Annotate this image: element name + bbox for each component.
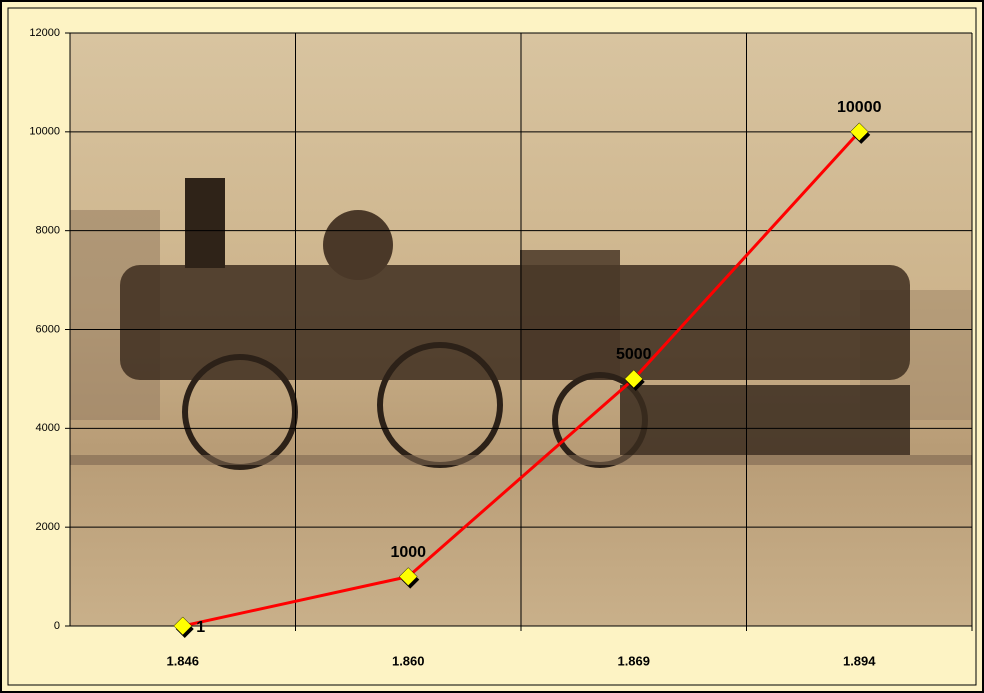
y-tick-label: 0 — [54, 620, 60, 632]
y-tick-label: 10000 — [29, 126, 60, 138]
y-tick-label: 4000 — [36, 422, 60, 434]
data-label: 1000 — [390, 544, 426, 561]
x-tick-label: 1.860 — [392, 653, 425, 668]
y-tick-label: 6000 — [36, 323, 60, 335]
x-tick-label: 1.846 — [166, 653, 199, 668]
y-tick-label: 12000 — [29, 27, 60, 39]
chart: 0 2000 4000 6000 8000 10000 12000 1.846 1.860 1.8… — [0, 0, 984, 693]
y-tick-label: 8000 — [36, 225, 60, 237]
data-label: 1 — [196, 619, 205, 636]
data-label: 10000 — [837, 99, 882, 116]
x-tick-label: 1.869 — [617, 653, 650, 668]
y-tick-label: 2000 — [36, 521, 60, 533]
x-tick-label: 1.894 — [843, 653, 876, 668]
page: 0 2000 4000 6000 8000 10000 12000 1.846 1.860 1.8… — [0, 0, 984, 693]
data-label: 5000 — [616, 346, 652, 363]
